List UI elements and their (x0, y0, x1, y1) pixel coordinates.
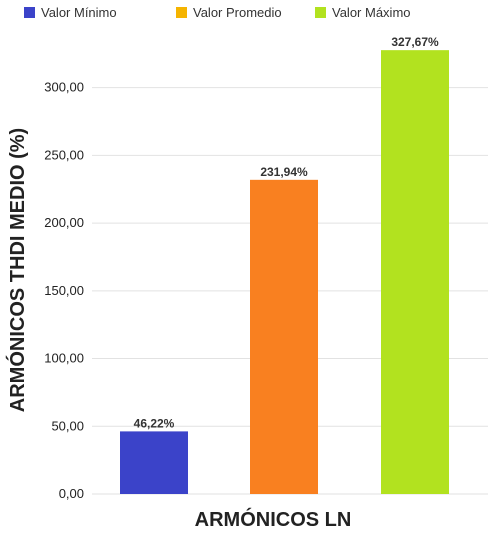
data-label-2: 327,67% (391, 35, 439, 49)
legend-label-2: Valor Máximo (332, 5, 411, 20)
legend-label-1: Valor Promedio (193, 5, 282, 20)
data-label-0: 46,22% (134, 416, 175, 430)
bar-1 (250, 179, 318, 494)
data-label-1: 231,94% (260, 165, 308, 179)
bar-0 (120, 431, 188, 494)
x-axis-title: ARMÓNICOS LN (195, 507, 352, 531)
y-tick-label-2: 100,00 (44, 351, 84, 366)
data-labels: 46,22% 231,94% 327,67% (134, 35, 439, 430)
y-tick-label-6: 300,00 (44, 80, 84, 95)
legend-swatch-1 (176, 7, 187, 18)
y-tick-label-1: 50,00 (51, 418, 84, 433)
legend: Valor Mínimo Valor Promedio Valor Máximo (24, 5, 411, 20)
y-tick-label-0: 0,00 (59, 486, 84, 501)
legend-label-0: Valor Mínimo (41, 5, 117, 20)
bar-2 (381, 50, 449, 494)
y-axis-title: ARMÓNICOS THDI MEDIO (%) (5, 128, 29, 412)
y-axis-ticks: 0,00 50,00 100,00 150,00 200,00 250,00 300,00 (44, 80, 84, 501)
y-tick-label-4: 200,00 (44, 215, 84, 230)
bars (120, 50, 449, 494)
legend-swatch-2 (315, 7, 326, 18)
legend-swatch-0 (24, 7, 35, 18)
y-tick-label-5: 250,00 (44, 147, 84, 162)
y-tick-label-3: 150,00 (44, 283, 84, 298)
